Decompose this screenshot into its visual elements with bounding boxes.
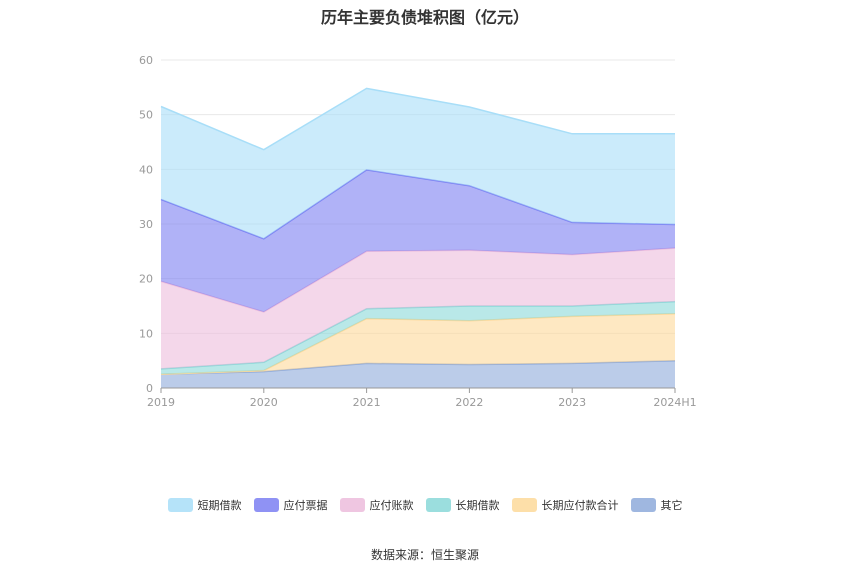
x-tick-label: 2024H1 (653, 396, 696, 409)
x-tick-label: 2019 (147, 396, 175, 409)
area-series-3 (161, 248, 675, 369)
y-tick-label: 10 (139, 327, 153, 340)
legend-item[interactable]: 长期借款 (425, 497, 500, 513)
y-tick-label: 60 (139, 54, 153, 67)
area-series-line-5 (160, 87, 675, 151)
data-source-note: 数据来源：恒生聚源 (370, 548, 479, 562)
legend-swatch (339, 498, 365, 512)
chart-title: 历年主要负债堆积图（亿元） (320, 8, 529, 27)
legend-label: 长期应付款合计 (541, 499, 619, 512)
x-tick-label: 2020 (250, 396, 278, 409)
x-tick-label: 2022 (455, 396, 483, 409)
legend-item[interactable]: 应付账款 (339, 497, 414, 513)
area-series-line-1 (160, 312, 676, 376)
x-tick-label: 2023 (558, 396, 586, 409)
area-series-1 (161, 313, 675, 375)
y-tick-label: 30 (139, 218, 153, 231)
area-series-2 (161, 301, 675, 375)
legend-swatch (511, 498, 537, 512)
area-series-5 (161, 88, 675, 239)
legend-item[interactable]: 其它 (630, 497, 683, 513)
legend-label: 应付票据 (283, 499, 328, 512)
x-tick-label: 2021 (353, 396, 381, 409)
legend-swatch (630, 498, 656, 512)
legend-item[interactable]: 长期应付款合计 (511, 497, 619, 513)
y-tick-label: 40 (139, 163, 153, 176)
y-tick-label: 0 (146, 382, 153, 395)
legend-swatch (253, 498, 279, 512)
legend-label: 短期借款 (197, 499, 242, 512)
stacked-area-chart: 0 10 20 30 40 50 60 2019 2020 2021 2022 2023 2024H1 (139, 54, 697, 409)
legend-swatch (425, 498, 451, 512)
area-series-0 (161, 360, 675, 388)
area-series-4 (161, 169, 675, 312)
chart-legend[interactable]: 短期借款 应付票据 应付账款 长期借款 长期应付款合计 其它 (0, 497, 850, 513)
legend-label: 长期借款 (455, 499, 500, 512)
legend-label: 应付账款 (369, 499, 414, 512)
legend-item[interactable]: 短期借款 (167, 497, 242, 513)
legend-label: 其它 (660, 499, 683, 512)
legend-swatch (167, 498, 193, 512)
y-tick-label: 20 (139, 273, 153, 286)
legend-item[interactable]: 应付票据 (253, 497, 328, 513)
y-tick-label: 50 (139, 109, 153, 122)
